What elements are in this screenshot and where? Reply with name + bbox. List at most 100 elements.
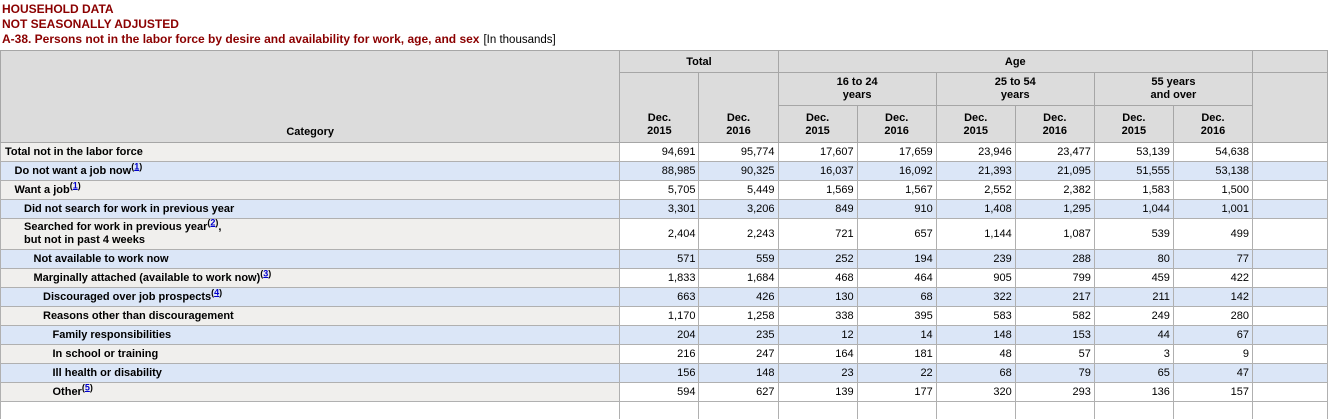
cutoff-cell [1252,161,1328,181]
footnote-link[interactable]: 1 [134,161,140,171]
header-subgroup-row: Dec. 2015 Dec. 2016 16 to 24 years 25 to 54… [1,72,1328,143]
value-cell: 627 [698,382,779,402]
value-cell: 68 [935,363,1016,383]
value-cell [777,401,858,419]
value-cell: 338 [777,306,858,326]
value-cell: 799 [1014,268,1095,288]
value-cell: 293 [1014,382,1095,402]
footnote-link[interactable]: 3 [263,268,269,278]
column-header-25-54-dec-2015: Dec. 2015 [935,105,1016,143]
value-cell: 1,583 [1093,180,1174,200]
table-row: Did not search for work in previous year… [0,199,1328,219]
value-cell: 54,638 [1172,142,1254,162]
value-cell: 849 [777,199,858,219]
value-cell [698,401,779,419]
cutoff-cell [1252,325,1328,345]
value-cell: 582 [1014,306,1095,326]
value-cell: 1,170 [619,306,700,326]
value-cell: 136 [1093,382,1174,402]
household-data-heading: HOUSEHOLD DATA [2,2,114,16]
value-cell: 1,408 [935,199,1016,219]
table-row: Family responsibilities 204 235 12 14 148 153 4… [0,325,1328,345]
seasonal-adjustment-heading: NOT SEASONALLY ADJUSTED [2,17,179,31]
column-group-age: Age [777,50,1254,73]
value-cell: 211 [1093,287,1174,307]
value-cell: 320 [935,382,1016,402]
value-cell: 79 [1014,363,1095,383]
column-header-16-24-dec-2016: Dec. 2016 [856,105,937,143]
value-cell: 80 [1093,249,1174,269]
value-cell: 23,946 [935,142,1016,162]
cutoff-cell [1252,249,1328,269]
cutoff-cell [1252,344,1328,364]
value-cell: 16,092 [856,161,937,181]
column-header-total-dec-2015: Dec. 2015 [619,72,700,143]
value-cell: 164 [777,344,858,364]
value-cell: 571 [619,249,700,269]
footnote-marker: (2) [207,218,219,228]
value-cell: 499 [1172,218,1254,250]
value-cell: 2,404 [619,218,700,250]
column-subgroup-55-over: 55 years and over [1093,72,1254,106]
value-cell: 22 [856,363,937,383]
value-cell: 1,258 [698,306,779,326]
value-cell: 5,449 [698,180,779,200]
value-cell: 94,691 [619,142,700,162]
value-cell: 1,500 [1172,180,1254,200]
cutoff-cell [1252,382,1328,402]
value-cell: 16,037 [777,161,858,181]
value-cell: 156 [619,363,700,383]
column-group-total: Total [619,50,779,73]
cutoff-cell [1252,306,1328,326]
cutoff-cell [1252,218,1328,250]
value-cell [1014,401,1095,419]
footnote-link[interactable]: 2 [210,218,216,228]
value-cell: 194 [856,249,937,269]
cutoff-cell [1252,287,1328,307]
value-cell: 1,087 [1014,218,1095,250]
value-cell: 181 [856,344,937,364]
footnote-link[interactable]: 5 [84,382,90,392]
table-row: In school or training 216 247 164 181 48 57 3 9 [0,344,1328,364]
value-cell [1093,401,1174,419]
footnote-link[interactable]: 4 [214,287,220,297]
value-cell: 177 [856,382,937,402]
value-cell: 235 [698,325,779,345]
cutoff-cell [1252,363,1328,383]
value-cell: 204 [619,325,700,345]
value-cell: 247 [698,344,779,364]
column-subgroup-16-24-years: 16 to 24 years [777,72,937,106]
value-cell: 139 [777,382,858,402]
value-cell: 48 [935,344,1016,364]
value-cell: 910 [856,199,937,219]
value-cell: 1,144 [935,218,1016,250]
value-cell: 594 [619,382,700,402]
table-row: Searched for work in previous year(2), bu… [0,218,1328,250]
cutoff-cell [1252,268,1328,288]
value-cell: 1,295 [1014,199,1095,219]
value-cell: 464 [856,268,937,288]
table-row: Ill health or disability 156 148 23 22 68 79 65… [0,363,1328,383]
value-cell [1172,401,1254,419]
value-cell: 3,206 [698,199,779,219]
data-table: Category Total Age Dec. 2015 Dec. 2016 16 … [0,50,1328,419]
value-cell: 5,705 [619,180,700,200]
footnote-link[interactable]: 1 [72,180,78,190]
value-cell: 559 [698,249,779,269]
cutoff-cell [1252,142,1328,162]
value-cell: 3 [1093,344,1174,364]
value-cell: 252 [777,249,858,269]
value-cell: 95,774 [698,142,779,162]
value-cell: 2,552 [935,180,1016,200]
table-body: Total not in the labor force 94,691 95,774… [0,142,1328,419]
value-cell: 130 [777,287,858,307]
value-cell: 148 [698,363,779,383]
value-cell: 239 [935,249,1016,269]
footnote-marker: (1) [69,180,81,190]
value-cell: 426 [698,287,779,307]
category-cell: Did not search for work in previous year [0,199,621,219]
category-cell: Searched for work in previous year(2), bu… [0,218,621,250]
value-cell: 2,382 [1014,180,1095,200]
value-cell: 663 [619,287,700,307]
